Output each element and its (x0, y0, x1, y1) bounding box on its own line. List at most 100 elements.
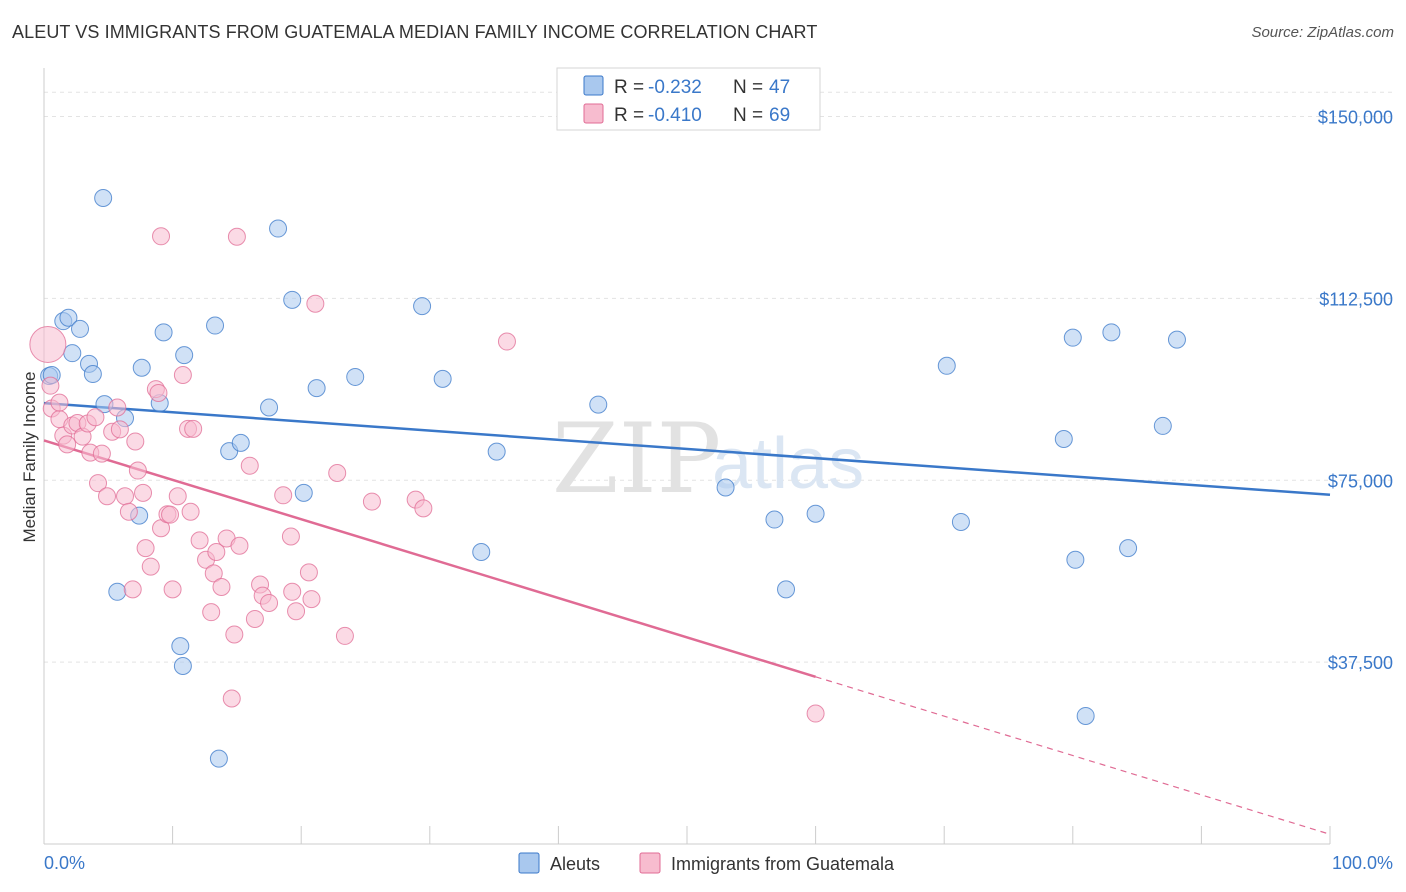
guatemala-point-47 (240, 456, 259, 475)
guatemala-trend-line (43, 439, 816, 678)
aleuts-point-35 (765, 510, 784, 529)
aleuts-point-42 (1102, 323, 1121, 342)
guatemala-point-46 (230, 536, 249, 555)
x-tick-label-1: 100.0% (1332, 853, 1393, 873)
aleuts-point-5 (59, 308, 78, 327)
guatemala-point-55 (287, 602, 306, 621)
aleuts-point-9 (83, 365, 102, 384)
aleuts-point-25 (294, 483, 313, 502)
aleuts-point-20 (433, 369, 452, 388)
aleuts-point-29 (108, 582, 127, 601)
bottom-legend-swatch-aleuts (518, 852, 540, 874)
guatemala-point-17 (110, 420, 129, 439)
aleuts-point-39 (951, 512, 970, 531)
y-axis-title: Median Family Income (20, 371, 39, 542)
aleuts-trend-line (43, 401, 1331, 497)
guatemala-point-31 (163, 580, 182, 599)
guatemala-point-25 (141, 557, 160, 576)
legend-n-value-guatemala: 69 (769, 105, 790, 126)
guatemala-point-37 (190, 531, 209, 550)
legend-r-value-aleuts: -0.232 (648, 77, 702, 98)
guatemala-point-53 (281, 527, 300, 546)
aleuts-point-23 (231, 433, 250, 452)
y-tick-labels: $37,500 $75,000 $112,500 $150,000 (1318, 108, 1393, 674)
aleuts-point-45 (1119, 539, 1138, 558)
aleuts-point-27 (589, 395, 608, 414)
legend-swatch-aleuts (583, 75, 604, 96)
trend-lines (43, 401, 1331, 835)
guatemala-point-56 (299, 563, 318, 582)
bottom-legend-label-guatemala: Immigrants from Guatemala (671, 854, 895, 874)
aleuts-point-1 (269, 219, 288, 238)
guatemala-point-19 (119, 502, 138, 521)
aleuts-point-33 (472, 543, 491, 562)
watermark-atlas: atlas (712, 424, 864, 504)
guatemala-point-60 (362, 492, 381, 511)
guatemala-point-58 (328, 463, 347, 482)
guatemala-point-68 (50, 393, 69, 412)
aleuts-point-38 (937, 356, 956, 375)
aleuts-point-32 (209, 749, 228, 768)
guatemala-point-24 (136, 539, 155, 558)
guatemala-point-48 (245, 609, 264, 628)
y-tick-label-2: $112,500 (1319, 289, 1393, 309)
guatemala-point-27 (149, 383, 168, 402)
source-label: Source: ZipAtlas.com (1251, 24, 1394, 41)
aleuts-point-16 (283, 290, 302, 309)
guatemala-point-20 (123, 580, 142, 599)
guatemala-point-13 (92, 444, 111, 463)
aleuts-point-31 (173, 657, 192, 676)
guatemala-point-30 (161, 505, 180, 524)
bottom-legend-swatch-guatemala (639, 852, 661, 874)
aleuts-point-30 (171, 637, 190, 656)
x-tick-label-0: 0.0% (44, 853, 85, 873)
guatemala-point-62 (414, 499, 433, 518)
guatemala-point-57 (302, 590, 321, 609)
guatemala-point-63 (152, 227, 171, 246)
bottom-legend: Aleuts Immigrants from Guatemala (518, 852, 895, 874)
guatemala-point-1 (41, 376, 60, 395)
legend-swatch-guatemala (583, 103, 604, 124)
aleuts-point-37 (806, 504, 825, 523)
guatemala-point-21 (126, 432, 145, 451)
aleuts-point-43 (1153, 416, 1172, 435)
guatemala-point-51 (260, 593, 279, 612)
guatemala-point-33 (173, 366, 192, 385)
aleuts-point-0 (94, 188, 113, 207)
aleuts-point-14 (175, 346, 194, 365)
guatemala-point-18 (116, 487, 135, 506)
watermark: ZIP atlas (552, 403, 864, 515)
legend-n-label-guatemala: N = (733, 105, 763, 126)
legend-r-value-guatemala: -0.410 (648, 105, 702, 126)
aleuts-point-26 (487, 442, 506, 461)
legend-n-value-aleuts: 47 (769, 77, 790, 98)
guatemala-trend-line-extension (815, 676, 1331, 835)
scatter-points (29, 188, 1186, 768)
legend-n-label-aleuts: N = (733, 77, 763, 98)
x-tick-labels: 0.0% 100.0% (44, 853, 1393, 873)
aleuts-point-7 (63, 344, 82, 363)
guatemala-point-32 (168, 487, 187, 506)
guatemala-point-23 (134, 483, 153, 502)
watermark-zip: ZIP (552, 403, 721, 515)
aleuts-point-36 (777, 580, 796, 599)
guatemala-point-65 (306, 294, 325, 313)
guatemala-point-41 (207, 543, 226, 562)
guatemala-point-0 (29, 325, 67, 363)
guatemala-point-67 (806, 704, 825, 723)
guatemala-point-40 (204, 564, 223, 583)
guatemala-point-5 (58, 435, 77, 454)
guatemala-point-44 (222, 689, 241, 708)
guatemala-point-39 (202, 603, 221, 622)
aleuts-point-24 (260, 398, 279, 417)
guatemala-point-16 (108, 398, 127, 417)
guatemala-point-36 (184, 419, 203, 438)
grid (44, 91, 1393, 663)
aleuts-point-44 (1066, 550, 1085, 569)
guatemala-point-22 (128, 461, 147, 480)
aleuts-point-13 (154, 323, 173, 342)
aleuts-point-19 (413, 297, 432, 316)
y-tick-label-1: $75,000 (1328, 471, 1393, 491)
aleuts-point-46 (1167, 330, 1186, 349)
